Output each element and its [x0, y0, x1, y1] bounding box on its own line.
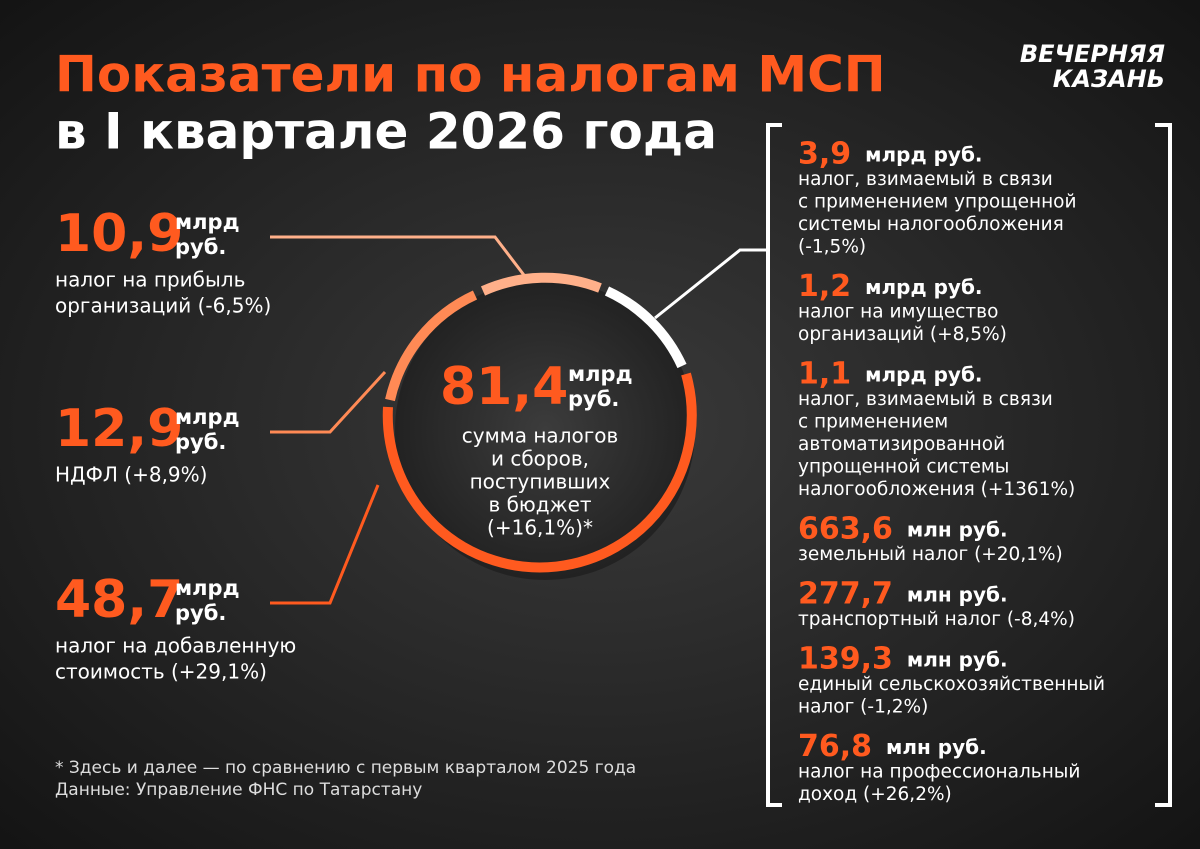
- item-value: 3,9: [798, 137, 851, 172]
- item-value: 12,9: [55, 399, 183, 459]
- center-unit: руб.: [568, 387, 619, 411]
- ring: [382, 272, 697, 580]
- item-unit: млн руб.: [907, 518, 1008, 542]
- item-unit: млрд руб.: [865, 275, 982, 299]
- item-unit: млн руб.: [907, 648, 1008, 672]
- title: Показатели по налогам МСП: [55, 46, 886, 104]
- item-description: организаций (-6,5%): [55, 294, 271, 318]
- item-value: 139,3: [798, 642, 893, 677]
- item-description: организаций (+8,5%): [798, 324, 1007, 345]
- item-unit: млрд: [175, 405, 240, 429]
- item-description: доход (+26,2%): [798, 784, 952, 805]
- item-description: налог, взимаемый в связи: [798, 389, 1053, 410]
- center-description: сумма налогов: [462, 424, 619, 448]
- item-description: транспортный налог (-8,4%): [798, 609, 1075, 630]
- item-unit: руб.: [175, 601, 226, 625]
- connectors: [270, 235, 768, 605]
- item-description: единый сельскохозяйственный: [798, 674, 1105, 695]
- item-description: налог (-1,2%): [798, 697, 928, 718]
- item-value: 48,7: [55, 570, 183, 630]
- footnote: Данные: Управление ФНС по Татарстану: [55, 780, 422, 800]
- item-value: 1,2: [798, 269, 851, 304]
- item-description: налог на добавленную: [55, 634, 296, 658]
- item-description: налог на профессиональный: [798, 762, 1080, 783]
- center-description: поступивших: [470, 470, 611, 494]
- bracket: [766, 123, 1172, 807]
- item-description: налог на прибыль: [55, 268, 245, 292]
- item-unit: млрд руб.: [865, 363, 982, 387]
- subtitle: в I квартале 2026 года: [55, 103, 717, 161]
- item-value: 277,7: [798, 577, 893, 612]
- item-value: 1,1: [798, 357, 851, 392]
- item-description: земельный налог (+20,1%): [798, 544, 1063, 565]
- center-unit: млрд: [568, 362, 633, 386]
- logo: ВЕЧЕРНЯЯ: [1020, 40, 1165, 68]
- item-description: системы налогообложения: [798, 214, 1064, 235]
- item-unit: млрд: [175, 210, 240, 234]
- center-description: в бюджет: [488, 493, 591, 517]
- item-description: налог на имущество: [798, 302, 998, 323]
- item-description: упрощенной системы: [798, 457, 1009, 478]
- item-description: с применением упрощенной: [798, 192, 1077, 213]
- item-description: с применением: [798, 412, 948, 433]
- item-description: стоимость (+29,1%): [55, 660, 267, 684]
- item-value: 76,8: [798, 729, 872, 764]
- item-unit: млрд руб.: [865, 143, 982, 167]
- item-unit: млн руб.: [886, 735, 987, 759]
- item-unit: млн руб.: [907, 583, 1008, 607]
- item-description: НДФЛ (+8,9%): [55, 463, 207, 487]
- logo: КАЗАНЬ: [1053, 65, 1165, 93]
- item-unit: руб.: [175, 430, 226, 454]
- item-description: налогообложения (+1361%): [798, 479, 1075, 500]
- item-description: налог, взимаемый в связи: [798, 169, 1053, 190]
- center-value: 81,4: [440, 357, 568, 417]
- item-unit: руб.: [175, 235, 226, 259]
- center-description: (+16,1%)*: [487, 516, 593, 540]
- item-description: автоматизированной: [798, 434, 1005, 455]
- center-description: и сборов,: [491, 447, 589, 471]
- item-unit: млрд: [175, 576, 240, 600]
- item-description: (-1,5%): [798, 237, 866, 258]
- item-value: 663,6: [798, 512, 893, 547]
- item-value: 10,9: [55, 204, 183, 264]
- footnote: * Здесь и далее — по сравнению с первым …: [55, 758, 636, 778]
